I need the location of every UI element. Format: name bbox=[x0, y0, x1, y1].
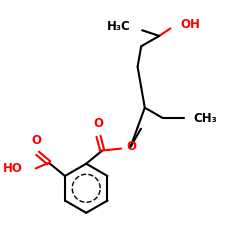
Text: OH: OH bbox=[180, 18, 200, 31]
Text: HO: HO bbox=[2, 162, 22, 175]
Text: H₃C: H₃C bbox=[107, 20, 131, 33]
Text: O: O bbox=[32, 134, 42, 147]
Text: O: O bbox=[127, 140, 137, 153]
Text: CH₃: CH₃ bbox=[193, 112, 217, 124]
Text: O: O bbox=[94, 117, 104, 130]
